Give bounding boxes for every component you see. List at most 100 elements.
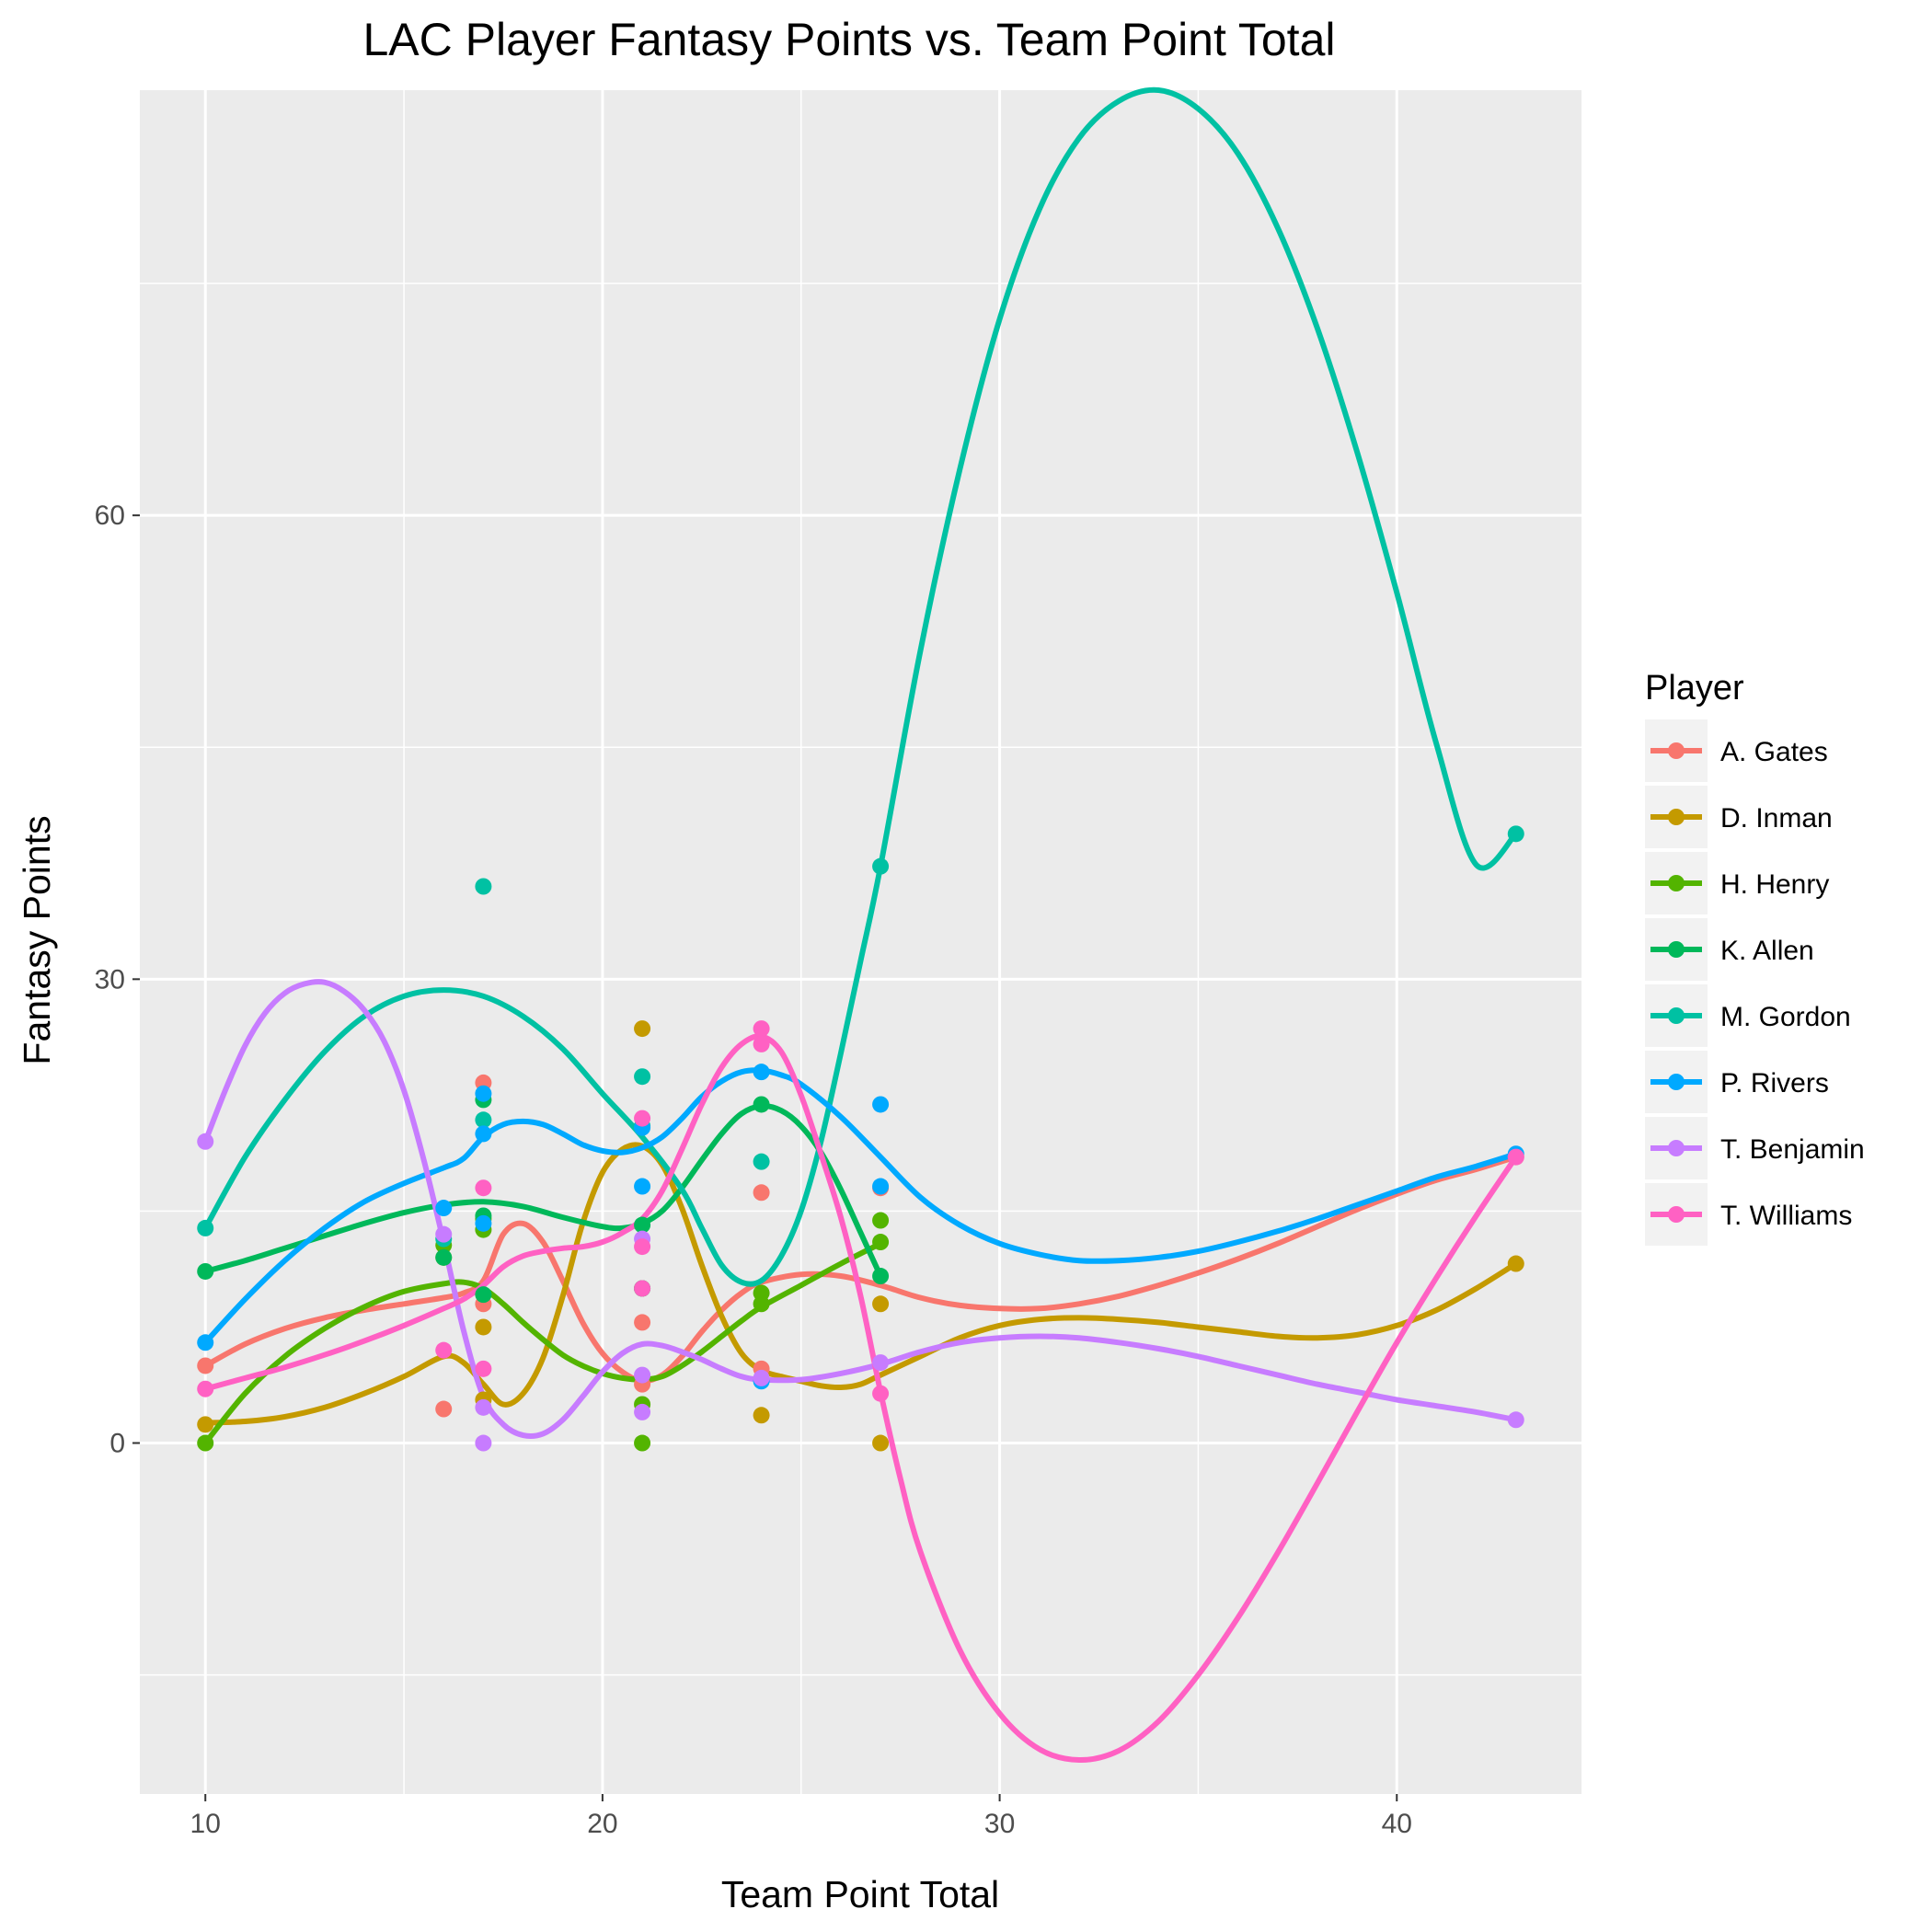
curve-a-gates xyxy=(202,1154,1519,1385)
legend-label: M. Gordon xyxy=(1720,1002,1851,1032)
point-m-gordon xyxy=(475,878,492,895)
legend-label: A. Gates xyxy=(1720,737,1828,767)
point-t-williams xyxy=(634,1280,651,1297)
legend-key-point xyxy=(1668,809,1685,825)
y-tick-label: 30 xyxy=(95,964,125,995)
legend-label: T. Williams xyxy=(1720,1201,1852,1231)
point-d-inman xyxy=(872,1434,890,1452)
legend-label: H. Henry xyxy=(1720,869,1829,900)
point-t-benjamin xyxy=(872,1354,890,1372)
point-h-henry xyxy=(634,1434,651,1452)
plot-panel xyxy=(140,90,1581,1794)
point-t-williams xyxy=(475,1360,492,1377)
y-tick-label: 0 xyxy=(109,1429,125,1459)
curve-h-henry xyxy=(202,1240,884,1446)
curve-p-rivers xyxy=(202,1067,1519,1346)
x-tick-label: 40 xyxy=(1382,1809,1412,1839)
point-d-inman xyxy=(197,1416,214,1433)
point-t-benjamin xyxy=(634,1403,651,1420)
point-d-inman xyxy=(634,1020,651,1038)
legend-title: Player xyxy=(1645,669,1744,707)
point-d-inman xyxy=(1507,1255,1524,1272)
point-a-gates xyxy=(197,1357,214,1374)
point-m-gordon xyxy=(753,1153,770,1170)
point-h-henry xyxy=(197,1434,214,1452)
point-m-gordon xyxy=(634,1068,651,1086)
point-m-gordon xyxy=(1507,825,1524,843)
point-p-rivers xyxy=(872,1096,890,1113)
y-axis-ticks: 0 30 60 xyxy=(95,500,140,1459)
point-t-williams xyxy=(634,1238,651,1256)
point-h-henry xyxy=(872,1234,890,1251)
point-a-gates xyxy=(634,1314,651,1331)
point-d-inman xyxy=(872,1295,890,1313)
legend-label: P. Rivers xyxy=(1720,1068,1829,1098)
legend-key-point xyxy=(1668,1007,1685,1024)
point-t-williams xyxy=(475,1179,492,1197)
point-t-williams xyxy=(753,1035,770,1052)
curve-t-benjamin xyxy=(202,979,1519,1440)
point-m-gordon xyxy=(872,857,890,875)
legend-label: T. Benjamin xyxy=(1720,1134,1865,1165)
point-p-rivers xyxy=(872,1178,890,1195)
legend-key-point xyxy=(1668,875,1685,891)
legend-item-d-inman: D. Inman xyxy=(1645,786,1833,848)
legend-key-point xyxy=(1668,742,1685,759)
point-t-benjamin xyxy=(1507,1411,1524,1429)
point-t-williams xyxy=(753,1020,770,1038)
point-k-allen xyxy=(475,1286,492,1304)
point-k-allen xyxy=(197,1262,214,1280)
point-h-henry xyxy=(753,1284,770,1302)
legend-key-point xyxy=(1668,1074,1685,1090)
point-k-allen xyxy=(872,1268,890,1285)
point-p-rivers xyxy=(634,1178,651,1195)
data-points xyxy=(197,825,1524,1452)
point-t-williams xyxy=(1507,1148,1524,1166)
point-t-williams xyxy=(634,1110,651,1127)
legend-label: D. Inman xyxy=(1720,803,1833,834)
legend-item-t-benjamin: T. Benjamin xyxy=(1645,1117,1865,1179)
curve-m-gordon xyxy=(202,86,1519,1287)
legend-item-m-gordon: M. Gordon xyxy=(1645,984,1851,1047)
x-tick-label: 10 xyxy=(190,1809,221,1839)
point-t-benjamin xyxy=(435,1225,453,1243)
legend-item-t-williams: T. Williams xyxy=(1645,1183,1852,1246)
point-t-benjamin xyxy=(197,1133,214,1150)
legend-item-a-gates: A. Gates xyxy=(1645,719,1828,782)
point-h-henry xyxy=(872,1212,890,1229)
point-p-rivers xyxy=(435,1200,453,1217)
point-p-rivers xyxy=(475,1085,492,1102)
curve-t-williams xyxy=(202,1033,1519,1764)
point-d-inman xyxy=(753,1407,770,1424)
point-p-rivers xyxy=(753,1064,770,1081)
point-p-rivers xyxy=(475,1214,492,1232)
y-axis-label: Fantasy Points xyxy=(16,815,58,1064)
legend: Player A. Gates D. Inman H. Henry K. Allen M… xyxy=(1645,669,1865,1246)
point-t-benjamin xyxy=(475,1398,492,1416)
point-k-allen xyxy=(753,1096,770,1113)
point-a-gates xyxy=(435,1400,453,1418)
x-axis-ticks: 10 20 30 40 xyxy=(190,1794,1412,1839)
point-p-rivers xyxy=(197,1334,214,1351)
chart-title: LAC Player Fantasy Points vs. Team Point… xyxy=(363,14,1336,65)
point-t-benjamin xyxy=(475,1434,492,1452)
point-t-benjamin xyxy=(634,1366,651,1384)
point-k-allen xyxy=(435,1248,453,1266)
point-t-williams xyxy=(872,1385,890,1402)
point-m-gordon xyxy=(197,1219,214,1236)
minor-gridlines xyxy=(140,90,1581,1794)
y-tick-label: 60 xyxy=(95,500,125,531)
point-t-benjamin xyxy=(753,1369,770,1386)
legend-item-h-henry: H. Henry xyxy=(1645,852,1829,914)
legend-item-p-rivers: P. Rivers xyxy=(1645,1051,1829,1113)
smooth-curves xyxy=(202,86,1519,1764)
legend-item-k-allen: K. Allen xyxy=(1645,918,1814,981)
point-t-williams xyxy=(435,1341,453,1359)
point-d-inman xyxy=(475,1318,492,1336)
x-axis-label: Team Point Total xyxy=(721,1873,999,1915)
legend-key-point xyxy=(1668,941,1685,958)
point-k-allen xyxy=(634,1216,651,1234)
legend-key-point xyxy=(1668,1206,1685,1223)
point-t-williams xyxy=(197,1380,214,1397)
